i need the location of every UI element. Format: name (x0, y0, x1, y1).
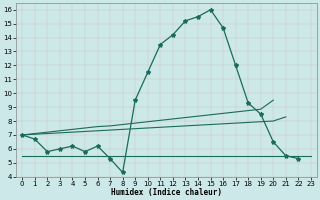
X-axis label: Humidex (Indice chaleur): Humidex (Indice chaleur) (111, 188, 222, 197)
